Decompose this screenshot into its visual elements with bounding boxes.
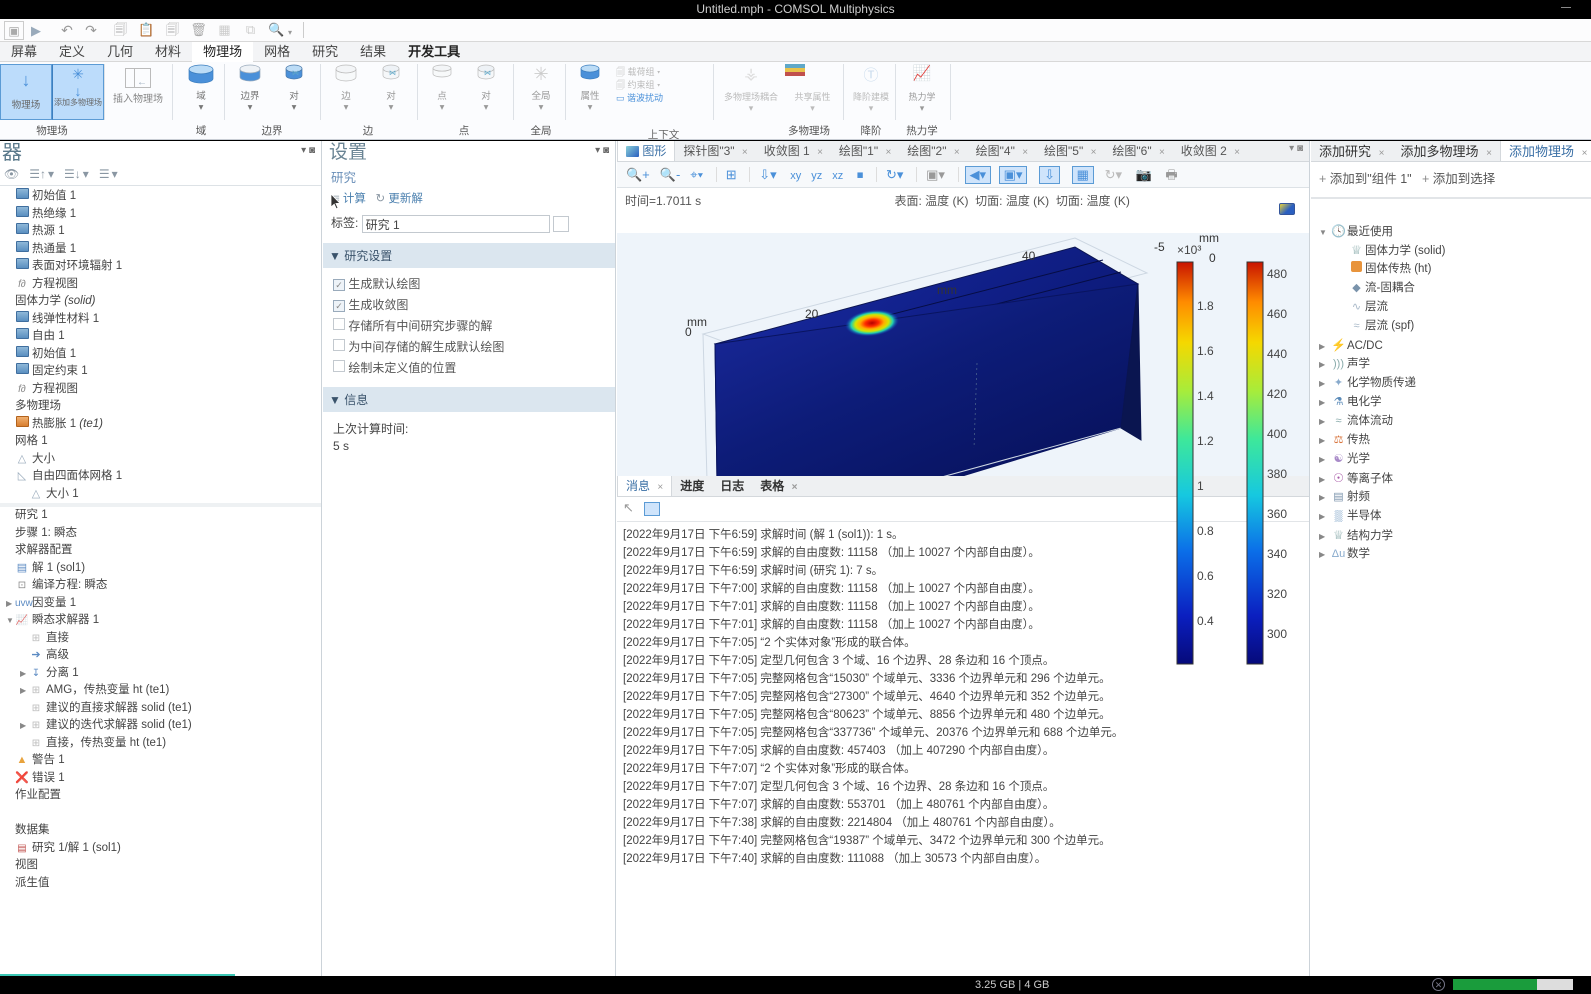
svg-text:320: 320 — [1267, 587, 1287, 601]
svg-text:360: 360 — [1267, 507, 1287, 521]
svg-text:460: 460 — [1267, 307, 1287, 321]
svg-text:1: 1 — [1197, 479, 1204, 493]
svg-text:0.4: 0.4 — [1197, 614, 1214, 628]
svg-text:380: 380 — [1267, 467, 1287, 481]
svg-text:1.2: 1.2 — [1197, 434, 1214, 448]
svg-text:300: 300 — [1267, 627, 1287, 641]
svg-text:480: 480 — [1267, 267, 1287, 281]
svg-text:420: 420 — [1267, 387, 1287, 401]
svg-text:1.6: 1.6 — [1197, 344, 1214, 358]
svg-text:0.6: 0.6 — [1197, 569, 1214, 583]
svg-text:1.4: 1.4 — [1197, 389, 1214, 403]
svg-text:340: 340 — [1267, 547, 1287, 561]
svg-text:×10³: ×10³ — [1177, 243, 1201, 257]
svg-text:440: 440 — [1267, 347, 1287, 361]
svg-text:1.8: 1.8 — [1197, 299, 1214, 313]
svg-text:0.8: 0.8 — [1197, 524, 1214, 538]
svg-text:400: 400 — [1267, 427, 1287, 441]
